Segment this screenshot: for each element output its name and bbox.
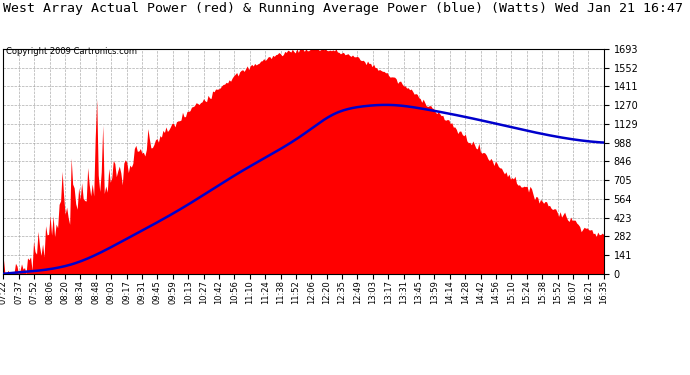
Text: Copyright 2009 Cartronics.com: Copyright 2009 Cartronics.com — [6, 47, 137, 56]
Text: West Array Actual Power (red) & Running Average Power (blue) (Watts) Wed Jan 21 : West Array Actual Power (red) & Running … — [3, 2, 684, 15]
